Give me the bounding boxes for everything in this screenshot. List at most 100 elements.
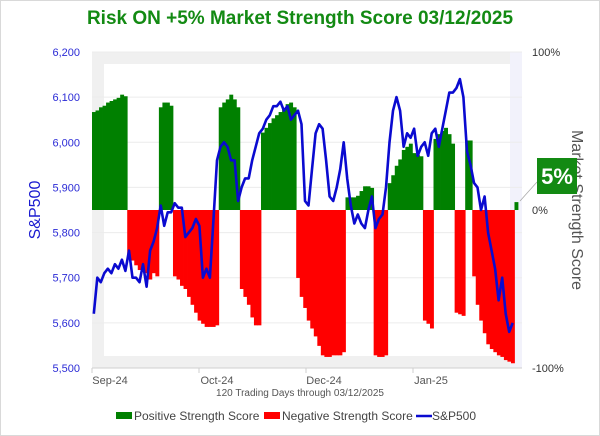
strength-bar bbox=[437, 134, 441, 210]
strength-bar bbox=[299, 210, 304, 297]
strength-bar bbox=[141, 210, 146, 271]
strength-bar bbox=[482, 210, 487, 334]
strength-bar bbox=[158, 107, 163, 210]
strength-bar bbox=[180, 210, 184, 286]
strength-bar bbox=[243, 210, 248, 297]
x-tick-label: Dec-24 bbox=[306, 375, 341, 387]
strength-bar bbox=[345, 197, 350, 210]
strength-bar bbox=[169, 105, 174, 210]
x-tick-label: Oct-24 bbox=[200, 375, 233, 387]
strength-bar bbox=[282, 108, 287, 210]
strength-bar bbox=[408, 143, 413, 210]
strength-bar bbox=[496, 210, 501, 356]
x-tick-label: Jan-25 bbox=[414, 375, 448, 387]
strength-bar bbox=[359, 191, 364, 210]
strength-bar bbox=[292, 107, 297, 210]
latest-score-value: 5% bbox=[541, 164, 573, 189]
strength-bar bbox=[479, 210, 484, 321]
strength-bar bbox=[250, 210, 255, 318]
left-tick-label: 6,000 bbox=[52, 137, 80, 149]
strength-bar bbox=[144, 210, 149, 274]
strength-bar bbox=[260, 132, 265, 210]
strength-bar bbox=[454, 210, 459, 313]
right-axis-ticks: 100% 0% -100% bbox=[532, 47, 564, 375]
strength-bar bbox=[313, 210, 318, 337]
strength-bar bbox=[429, 210, 434, 329]
strength-bar bbox=[419, 156, 424, 210]
strength-bar bbox=[130, 210, 135, 261]
strength-bar bbox=[380, 210, 385, 357]
strength-bar bbox=[285, 104, 290, 210]
right-axis-label: Market Strength Score bbox=[568, 130, 585, 290]
strength-bar bbox=[352, 197, 357, 210]
strength-bar bbox=[405, 146, 410, 210]
strength-bar bbox=[451, 143, 456, 210]
strength-bar bbox=[194, 210, 199, 313]
latest-score-badge bbox=[537, 158, 577, 194]
strength-bar bbox=[394, 165, 399, 210]
strength-bar bbox=[373, 210, 378, 356]
strength-bar bbox=[398, 159, 403, 210]
strength-bar bbox=[514, 202, 519, 210]
strength-bar bbox=[155, 210, 160, 277]
strength-bar bbox=[172, 210, 177, 277]
strength-bar bbox=[92, 112, 96, 210]
strength-bar bbox=[306, 210, 311, 321]
strength-bar bbox=[327, 210, 332, 357]
strength-bar bbox=[109, 100, 114, 210]
strength-bar bbox=[415, 154, 420, 210]
strength-bar bbox=[433, 138, 438, 210]
strength-bar bbox=[197, 210, 202, 321]
legend-swatch-negative bbox=[264, 412, 280, 419]
strength-bar bbox=[317, 210, 322, 346]
strength-bar bbox=[232, 99, 237, 210]
strength-bar bbox=[366, 186, 371, 210]
legend-swatch-positive bbox=[116, 412, 132, 419]
strength-bar bbox=[296, 210, 301, 278]
strength-bar bbox=[236, 107, 241, 210]
strength-bar bbox=[120, 94, 125, 210]
strength-bar bbox=[331, 210, 336, 356]
strength-bar bbox=[215, 210, 220, 326]
strength-bars bbox=[92, 94, 519, 364]
strength-bar bbox=[303, 210, 308, 308]
strength-bar bbox=[422, 210, 427, 321]
callout-leader bbox=[519, 181, 538, 202]
strength-bar bbox=[426, 210, 431, 324]
legend: Positive Strength Score Negative Strengt… bbox=[116, 409, 476, 423]
strength-bar bbox=[116, 97, 121, 210]
strength-bar bbox=[222, 102, 227, 210]
strength-bar bbox=[363, 186, 368, 210]
strength-bar bbox=[310, 210, 315, 329]
strength-bar bbox=[95, 110, 100, 210]
strength-bar bbox=[225, 99, 230, 210]
left-tick-label: 5,800 bbox=[52, 228, 80, 240]
left-tick-label: 5,500 bbox=[52, 363, 80, 375]
strength-bar bbox=[268, 123, 272, 210]
left-tick-label: 5,900 bbox=[52, 182, 80, 194]
strength-bar bbox=[510, 210, 515, 364]
strength-bar bbox=[384, 210, 389, 356]
strength-bar bbox=[102, 105, 107, 210]
strength-bar bbox=[503, 210, 508, 361]
strength-bar bbox=[338, 210, 343, 356]
strength-bar bbox=[391, 175, 396, 210]
strength-bar bbox=[253, 210, 258, 326]
strength-bar bbox=[176, 210, 181, 280]
strength-bar bbox=[475, 210, 480, 305]
strength-bar bbox=[148, 210, 153, 280]
left-tick-label: 6,100 bbox=[52, 92, 80, 104]
left-axis-ticks: 6,200 6,100 6,000 5,900 5,800 5,700 5,600 5,500 bbox=[52, 47, 80, 375]
strength-bar bbox=[137, 210, 142, 271]
strength-bar bbox=[440, 131, 445, 210]
strength-bar bbox=[246, 210, 251, 305]
strength-bar bbox=[458, 210, 463, 315]
chart-title: Risk ON +5% Market Strength Score 03/12/… bbox=[86, 8, 514, 29]
strength-bar bbox=[165, 102, 170, 210]
legend-negative: Negative Strength Score bbox=[282, 409, 413, 423]
left-axis-label: S&P500 bbox=[27, 181, 44, 240]
strength-bar bbox=[444, 127, 448, 210]
right-tick-label: 0% bbox=[532, 205, 548, 217]
strength-bar bbox=[162, 102, 167, 210]
strength-bar bbox=[123, 96, 128, 210]
